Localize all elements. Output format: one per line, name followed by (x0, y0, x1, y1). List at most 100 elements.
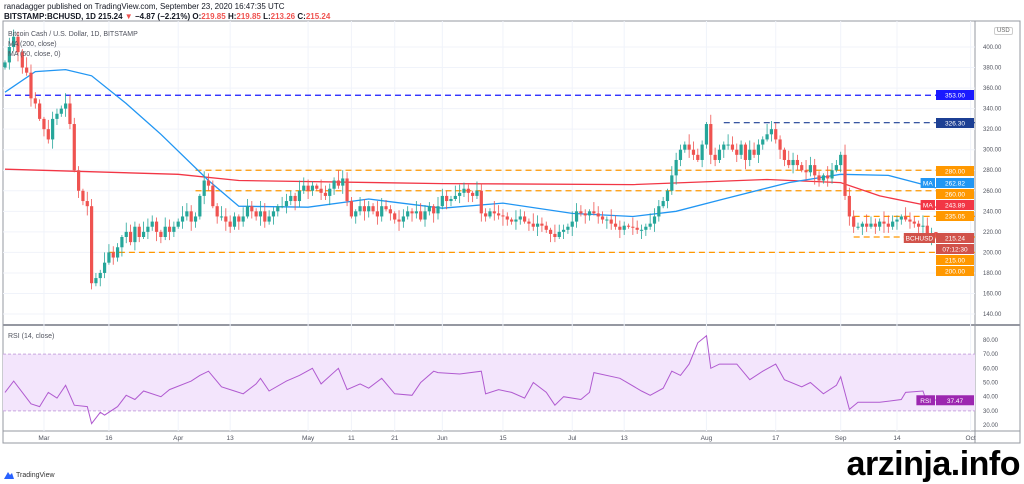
candle-body (518, 216, 522, 220)
candle-body (752, 149, 756, 155)
level-label-box (936, 211, 974, 221)
candle (665, 188, 670, 209)
x-tick-label: Aug (701, 435, 713, 442)
candle-body (596, 213, 600, 217)
candle-body (436, 206, 440, 214)
rsi-tick-label: 40.00 (983, 395, 999, 401)
candle (523, 211, 527, 224)
candle-body (228, 221, 232, 227)
candle (77, 166, 81, 198)
candle-body (232, 216, 237, 227)
price-tick-label: 240.00 (983, 209, 1002, 215)
change: −4.87 (−2.21%) (134, 12, 191, 21)
candle (81, 188, 85, 206)
candle (55, 108, 59, 126)
price-label-tag-text: MA (923, 203, 933, 210)
candle (735, 143, 739, 163)
candle (38, 99, 42, 121)
ma200-legend[interactable]: MA (200, close) (8, 41, 57, 48)
candle-body (68, 103, 72, 125)
candle (414, 201, 418, 219)
candle (293, 192, 297, 211)
candle-body (800, 165, 804, 171)
candle (159, 229, 163, 244)
candle (808, 156, 812, 177)
candle-body (120, 236, 124, 248)
candle (237, 214, 241, 230)
rsi-value-label-tag (916, 395, 935, 406)
candle (107, 244, 111, 265)
price-tick-label: 140.00 (983, 312, 1002, 318)
candle (492, 201, 496, 221)
candle-body (778, 139, 782, 150)
candle (254, 208, 258, 221)
candle (315, 183, 319, 191)
x-tick-label: 17 (772, 435, 780, 442)
candle-body (202, 180, 206, 196)
candle (856, 222, 860, 230)
price-label-tag (920, 178, 935, 188)
candle (280, 196, 284, 209)
candle (185, 203, 189, 221)
x-tick-label: 13 (621, 435, 629, 442)
candle (722, 141, 726, 158)
candle (852, 210, 856, 233)
rsi-legend[interactable]: RSI (14, close) (8, 333, 55, 340)
candle (743, 142, 748, 170)
candle-body (492, 211, 496, 214)
x-tick-label: 15 (499, 435, 507, 442)
candle (713, 147, 717, 167)
candle-body (739, 144, 743, 155)
tradingview-brand[interactable]: TradingView (16, 471, 55, 479)
candle-body (687, 144, 691, 150)
rsi-value-label-tag-text: RSI (920, 398, 931, 405)
candle-body (657, 206, 661, 217)
candle-body (782, 149, 786, 160)
candle (388, 205, 392, 221)
candle (302, 177, 306, 194)
candle (59, 105, 63, 117)
candle (263, 203, 267, 228)
candle-body (354, 211, 358, 217)
candle-body (912, 221, 916, 224)
currency-badge[interactable]: USD (994, 27, 1013, 35)
x-tick-label: 11 (348, 435, 355, 442)
candle-body (124, 231, 128, 237)
x-tick-label: Oct (966, 435, 976, 442)
candle (899, 214, 903, 225)
candle-body (16, 36, 20, 53)
x-tick-label: Apr (173, 435, 184, 442)
candle-body (250, 206, 254, 212)
ma50-legend[interactable]: MA (50, close, 0) (8, 51, 61, 58)
candle-body (852, 216, 856, 227)
candle-body (605, 219, 609, 221)
candle (761, 136, 765, 150)
candle-body (172, 226, 176, 232)
candle-body (276, 206, 280, 212)
candle-body (847, 195, 851, 217)
candle (804, 159, 808, 180)
candle (548, 227, 553, 243)
candle (375, 201, 379, 225)
candle (98, 269, 102, 287)
candle (782, 147, 786, 167)
candle-body (42, 118, 46, 130)
candle (427, 202, 431, 216)
candle-body (765, 134, 769, 140)
candle (847, 187, 851, 226)
candle (756, 139, 761, 164)
candle (518, 209, 522, 225)
candle (774, 122, 778, 144)
price-label-tag (920, 200, 935, 210)
candle-body (583, 213, 587, 216)
candle (306, 179, 310, 199)
candle-body (908, 219, 912, 222)
candle (488, 208, 492, 219)
candle (934, 232, 938, 239)
candle (921, 215, 925, 233)
price-label-box (936, 178, 974, 188)
candle (912, 216, 916, 228)
candle-body (154, 221, 159, 232)
level-label-text: 353.00 (945, 93, 965, 100)
